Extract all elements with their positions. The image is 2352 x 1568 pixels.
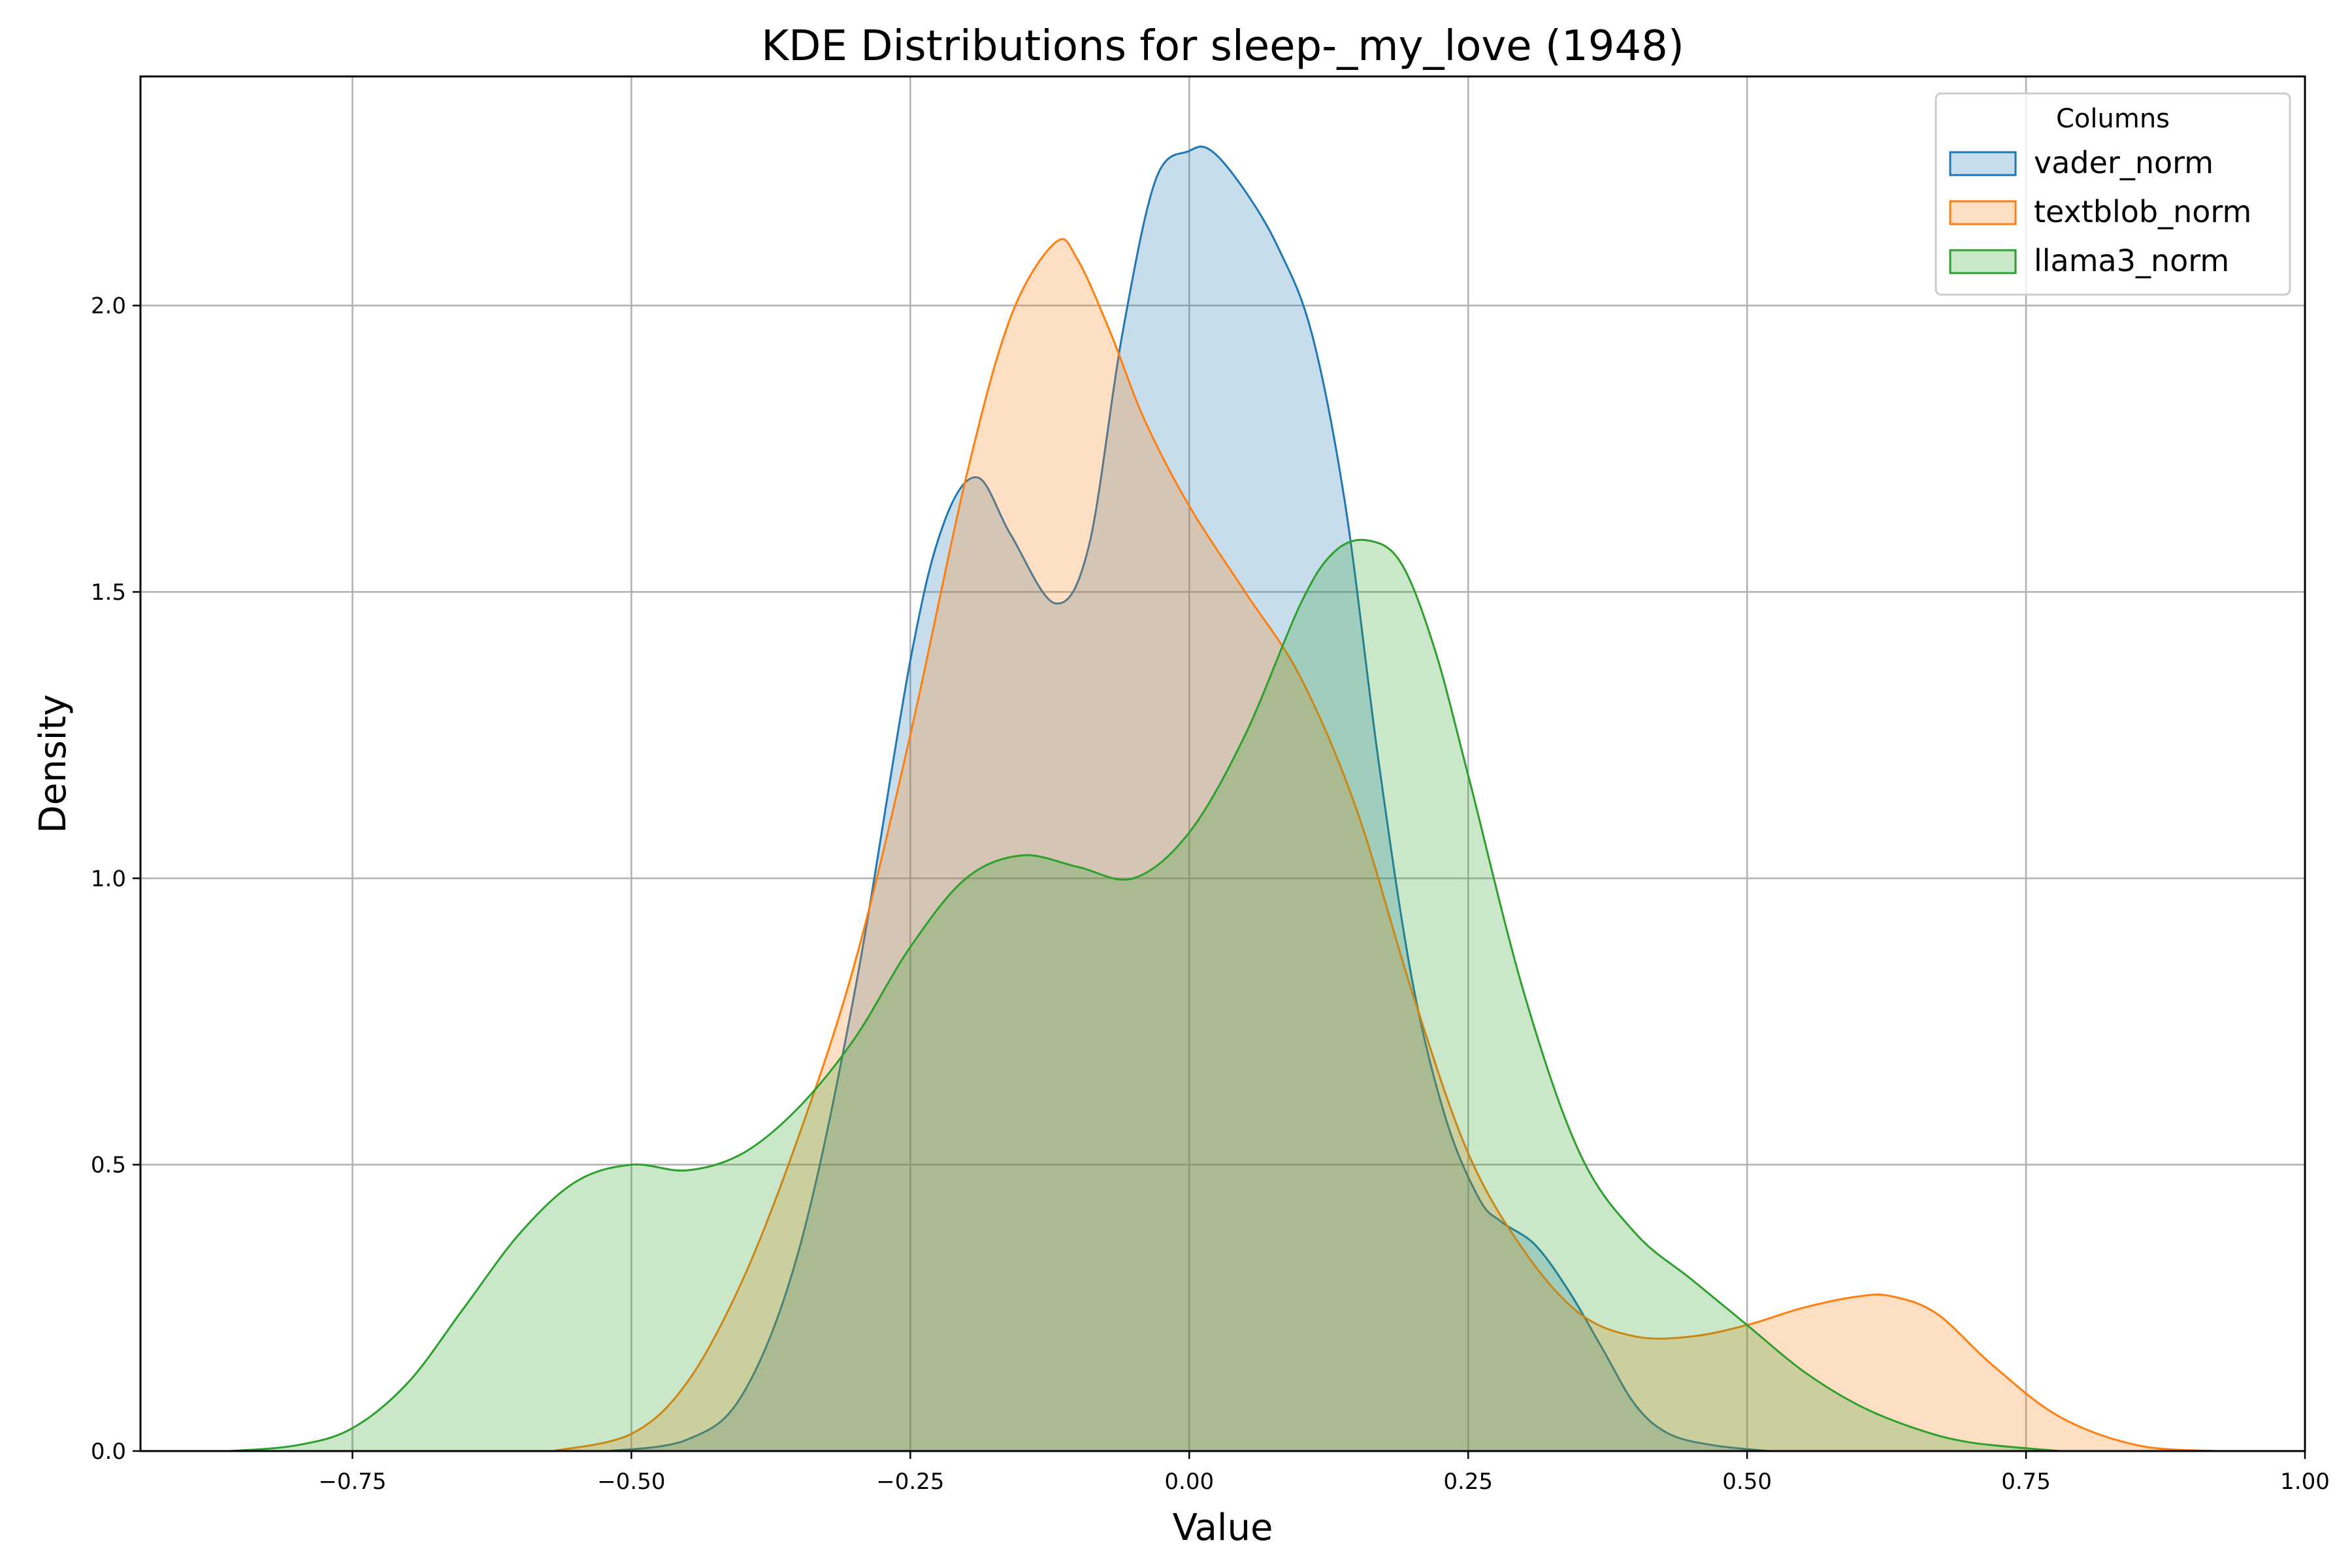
y-tick-label: 0.0: [91, 1439, 126, 1465]
textblob_norm-line: [553, 238, 2216, 1452]
y-tick-label: 0.5: [91, 1152, 126, 1179]
y-tick-label: 2.0: [91, 293, 126, 319]
vader_norm-legend-swatch: [1949, 151, 2017, 176]
legend: Columns vader_norm textblob_norm llama3_no…: [1935, 92, 2291, 296]
x-tick-label: −0.50: [597, 1469, 665, 1495]
x-tick-label: 0.00: [1164, 1469, 1214, 1495]
chart-title: KDE Distributions for sleep-_my_love (19…: [761, 22, 1684, 71]
series-layer: [229, 145, 2216, 1452]
llama3_norm-area: [229, 540, 2060, 1451]
vader_norm-area: [609, 146, 1770, 1451]
x-tick-label: −0.75: [318, 1469, 386, 1495]
x-tick-label: 1.00: [2280, 1469, 2330, 1495]
tick-layer: −0.75 −0.50 −0.25 0.00 0.25 0.50 0.75 1.00 0.0 0.…: [91, 293, 2330, 1495]
y-axis-title: Density: [32, 694, 74, 834]
textblob_norm-legend-label: textblob_norm: [2034, 194, 2251, 229]
plot-frame: [139, 75, 2306, 1452]
llama3_norm-legend-swatch: [1949, 249, 2017, 274]
legend-title: Columns: [2056, 104, 2170, 134]
x-tick-label: 0.25: [1443, 1469, 1493, 1495]
y-tick-label: 1.0: [91, 866, 126, 892]
x-tick-label: −0.25: [876, 1469, 944, 1495]
y-tick-label: 1.5: [91, 580, 126, 606]
x-tick-label: 0.75: [2001, 1469, 2051, 1495]
x-tick-label: 0.50: [1722, 1469, 1772, 1495]
llama3_norm-line: [229, 538, 2060, 1452]
textblob_norm-legend-swatch: [1949, 200, 2017, 225]
legend-box: [1935, 92, 2291, 296]
llama3_norm-legend-label: llama3_norm: [2034, 243, 2229, 278]
textblob_norm-area: [553, 238, 2216, 1451]
x-axis-title: Value: [1173, 1507, 1273, 1549]
vader_norm-legend-label: vader_norm: [2034, 145, 2213, 180]
